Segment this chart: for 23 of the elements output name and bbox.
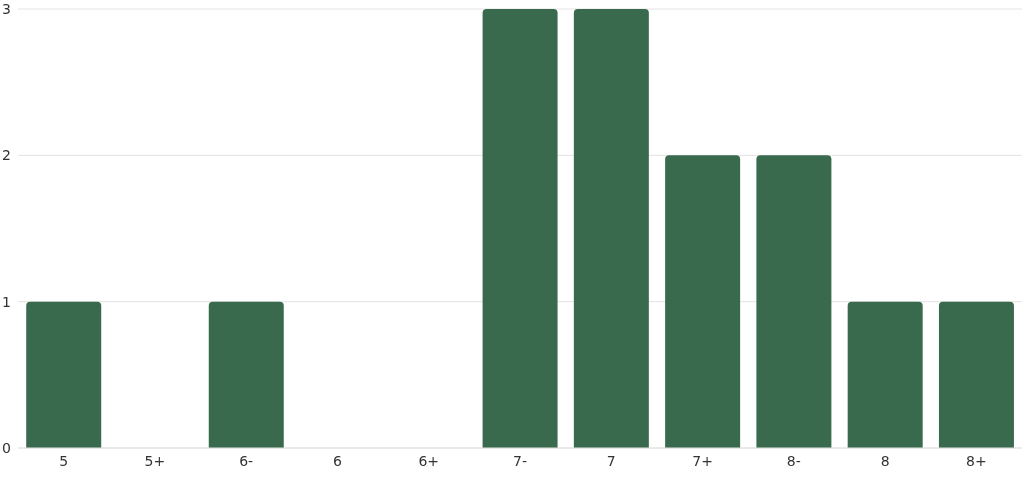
x-tick-label: 6- (239, 452, 254, 469)
x-tick-label: 8+ (966, 452, 987, 469)
y-tick-label: 0 (2, 439, 11, 456)
y-tick-label: 1 (2, 293, 11, 310)
y-tick-label: 2 (2, 147, 11, 164)
x-tick-label: 7- (513, 452, 527, 469)
x-tick-label: 8 (880, 452, 890, 469)
x-tick-label: 5 (59, 452, 69, 469)
bar (573, 9, 649, 448)
x-tick-label: 8- (786, 452, 801, 469)
x-tick-label: 7+ (692, 452, 713, 469)
bar (938, 301, 1014, 448)
x-tick-label: 7 (606, 452, 616, 469)
bar (482, 9, 558, 448)
bar (847, 301, 923, 448)
bar (26, 301, 102, 448)
y-tick-label: 3 (2, 0, 11, 17)
bar (208, 301, 284, 448)
bar (665, 155, 741, 448)
x-tick-label: 6 (332, 452, 342, 469)
x-tick-label: 6+ (418, 452, 440, 469)
x-tick-label: 5+ (144, 452, 166, 469)
bar (756, 155, 832, 448)
